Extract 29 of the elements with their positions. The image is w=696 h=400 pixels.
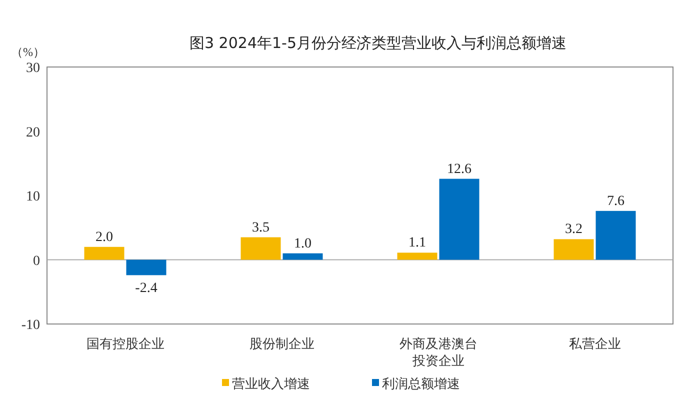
y-tick-label: -10 (21, 318, 40, 333)
y-tick-label: 10 (26, 190, 40, 204)
x-tick-label: 国有控股企业 (86, 336, 164, 351)
x-tick-label: 私营企业 (568, 336, 621, 351)
data-label: -2.4 (135, 281, 158, 296)
y-tick-label: 0 (33, 254, 40, 269)
y-axis-title: （%） (11, 45, 45, 59)
data-label: 7.6 (607, 194, 624, 209)
bar (439, 178, 480, 260)
legend-label: 利润总额增速 (382, 376, 460, 391)
legend-label: 营业收入增速 (232, 376, 310, 391)
chart-title: 图3 2024年1-5月份分经济类型营业收入与利润总额增速 (190, 34, 566, 52)
bar (240, 237, 281, 260)
data-label: 1.0 (294, 236, 312, 252)
data-label: 3.5 (252, 220, 270, 236)
x-tick-label: 股份制企业 (249, 336, 314, 351)
bar (554, 239, 594, 260)
data-label: 2.0 (96, 230, 113, 245)
data-label: 3.2 (565, 222, 582, 238)
bar (282, 253, 323, 260)
y-tick-label: 30 (26, 61, 40, 76)
bar (397, 252, 438, 260)
x-tick-label: 外商及港澳台投资企业 (399, 336, 478, 368)
bar (596, 210, 636, 260)
y-tick-label: 20 (26, 125, 40, 140)
bar (84, 246, 124, 260)
data-label: 1.1 (408, 236, 426, 251)
bar (126, 260, 166, 276)
data-label: 12.6 (447, 162, 472, 177)
